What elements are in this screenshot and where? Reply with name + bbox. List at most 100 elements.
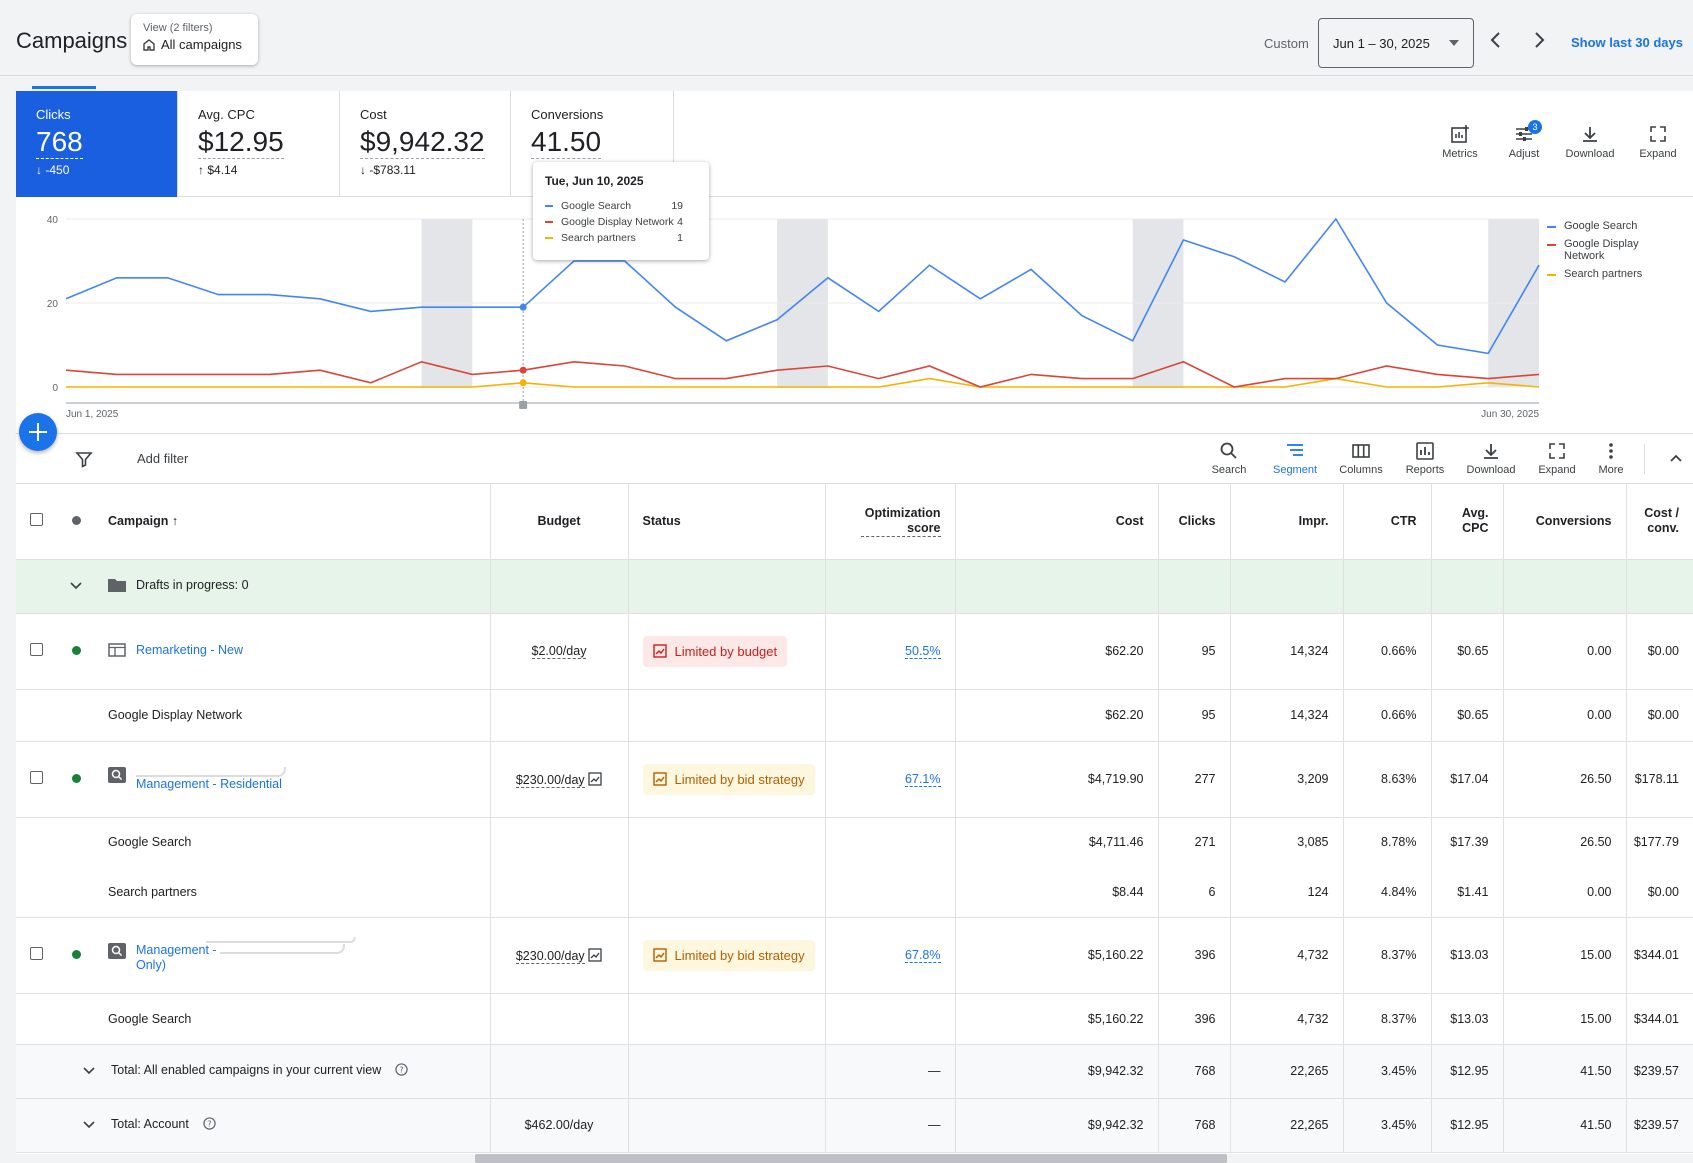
download-icon — [1484, 444, 1498, 459]
total-score: — — [825, 1044, 956, 1099]
column-header-impr[interactable]: Impr. — [1230, 484, 1344, 560]
column-header-ctr[interactable]: CTR — [1343, 484, 1432, 560]
table-row: Management - Only) $230.00/day Limited b… — [16, 917, 1693, 994]
budget-chart-icon[interactable] — [588, 947, 602, 962]
chevron-up-icon[interactable] — [1667, 450, 1685, 468]
metric-card-cost[interactable]: Cost $9,942.32 ↓ -$783.11 — [340, 91, 511, 197]
total-score: — — [825, 1098, 956, 1153]
adjust-button[interactable]: 3 Adjust — [1492, 120, 1556, 160]
table-row: Management - Residential $230.00/day Lim… — [16, 741, 1693, 818]
column-header-cost[interactable]: Cost — [955, 484, 1158, 560]
metric-card-clicks[interactable]: Clicks 768 ↓ -450 — [16, 91, 178, 197]
trend-chart-icon — [652, 772, 667, 786]
enabled-status-dot[interactable] — [71, 646, 81, 655]
cell-conversions: 26.50 — [1503, 817, 1627, 867]
status-badge[interactable]: Limited by budget — [642, 635, 788, 667]
campaign-name-link-cont[interactable]: Only) — [136, 958, 166, 972]
redacted-text — [220, 944, 346, 954]
tooltip-row: Google Search 19 — [545, 198, 697, 214]
cell-conversions: 0.00 — [1503, 867, 1627, 918]
segment-row: Search partners $8.44 6 124 4.84% $1.41 … — [16, 867, 1693, 918]
enabled-status-dot[interactable] — [71, 950, 81, 959]
enabled-status-dot[interactable] — [71, 774, 81, 783]
help-icon[interactable]: ? — [395, 1063, 408, 1076]
page-header: Campaigns View (2 filters) All campaigns… — [0, 0, 1693, 76]
search-icon — [1220, 442, 1237, 459]
filter-bar — [16, 434, 1693, 484]
metric-card-avg-cpc[interactable]: Avg. CPC $12.95 ↑ $4.14 — [178, 91, 340, 197]
legend-item[interactable]: Google Display Network — [1547, 238, 1657, 262]
metric-card-conversions[interactable]: Conversions 41.50 — [511, 91, 674, 197]
cell-clicks: 271 — [1157, 817, 1231, 867]
columns-button[interactable]: Columns — [1331, 441, 1391, 476]
search-button[interactable]: Search — [1199, 441, 1259, 476]
help-icon[interactable]: ? — [203, 1117, 216, 1130]
budget-value[interactable]: $230.00/day — [515, 772, 585, 788]
column-header-cost-per-conv[interactable]: Cost / conv. — [1626, 484, 1693, 560]
campaign-name-link[interactable]: Management - Residential — [136, 777, 282, 791]
budget-chart-icon[interactable] — [588, 771, 602, 786]
optimization-score-link[interactable]: 67.8% — [905, 948, 941, 963]
more-button[interactable]: More — [1581, 441, 1641, 476]
cell-impr: 4,732 — [1230, 993, 1344, 1045]
cell-impr: 14,324 — [1230, 689, 1344, 742]
column-header-conversions[interactable]: Conversions — [1503, 484, 1627, 560]
cell-clicks: 6 — [1157, 867, 1231, 918]
redacted-text — [206, 937, 356, 943]
tooltip-row: Search partners 1 — [545, 230, 697, 246]
column-header-clicks[interactable]: Clicks — [1157, 484, 1231, 560]
download-chart-button[interactable]: Download — [1558, 124, 1622, 160]
view-name: All campaigns — [161, 37, 242, 52]
filter-icon[interactable] — [75, 450, 93, 468]
select-all-checkbox[interactable] — [29, 513, 43, 527]
column-header-optimization-score[interactable]: Optimization score — [825, 484, 956, 560]
column-header-campaign[interactable]: Campaign ↑ — [96, 484, 491, 560]
column-header-status[interactable]: Status — [628, 484, 826, 560]
status-badge[interactable]: Limited by bid strategy — [642, 763, 815, 795]
create-button[interactable] — [19, 413, 57, 451]
total-label: Total: All enabled campaigns in your cur… — [111, 1062, 382, 1077]
optimization-score-link[interactable]: 67.1% — [905, 772, 941, 787]
cell-cost: $4,719.90 — [955, 741, 1158, 818]
legend-item[interactable]: Google Search — [1547, 220, 1657, 232]
add-filter-button[interactable]: Add filter — [137, 451, 189, 466]
row-checkbox[interactable] — [29, 947, 43, 960]
status-filter-dot[interactable] — [71, 516, 81, 526]
chevron-right-icon[interactable] — [1527, 28, 1551, 52]
chevron-down-icon[interactable] — [81, 1062, 97, 1078]
chevron-left-icon[interactable] — [1484, 28, 1508, 52]
status-badge[interactable]: Limited by bid strategy — [642, 939, 815, 971]
legend-item[interactable]: Search partners — [1547, 268, 1657, 280]
budget-value[interactable]: $2.00/day — [531, 644, 587, 659]
total-budget: $462.00/day — [489, 1098, 629, 1153]
view-selector[interactable]: View (2 filters) All campaigns — [131, 14, 258, 65]
cell-cost-per-conv: $239.57 — [1626, 1044, 1693, 1099]
campaigns-table: Campaign ↑ Budget Status Optimization sc… — [16, 484, 1693, 1154]
optimization-score-link[interactable]: 50.5% — [905, 644, 941, 659]
expand-chart-button[interactable]: Expand — [1626, 124, 1690, 160]
series-line-google-search — [65, 217, 1540, 355]
column-header-budget[interactable]: Budget — [490, 484, 629, 560]
budget-value[interactable]: $230.00/day — [515, 948, 585, 964]
chevron-down-icon[interactable] — [68, 577, 84, 593]
campaign-name-link[interactable]: Remarketing - New — [136, 642, 243, 657]
metric-delta: ↓ -450 — [36, 163, 70, 177]
show-last-30-days-link[interactable]: Show last 30 days — [1571, 35, 1683, 50]
reports-button[interactable]: Reports — [1395, 441, 1455, 476]
row-checkbox[interactable] — [29, 643, 43, 656]
trend-chart-icon — [652, 644, 667, 658]
row-checkbox[interactable] — [29, 771, 43, 784]
date-range-picker[interactable]: Jun 1 – 30, 2025 — [1318, 18, 1474, 68]
metrics-button[interactable]: Metrics — [1428, 124, 1492, 160]
campaign-name-link[interactable]: Management - — [136, 943, 217, 957]
column-header-avg-cpc[interactable]: Avg. CPC — [1431, 484, 1504, 560]
cell-cost-per-conv: $239.57 — [1626, 1098, 1693, 1153]
segment-button[interactable]: Segment — [1265, 441, 1325, 476]
cell-impr: 14,324 — [1230, 613, 1344, 690]
date-range-value: Jun 1 – 30, 2025 — [1333, 36, 1430, 51]
chevron-down-icon[interactable] — [81, 1116, 97, 1132]
drafts-label: Drafts in progress: 0 — [136, 577, 249, 592]
download-table-button[interactable]: Download — [1461, 441, 1521, 476]
expand-table-button[interactable]: Expand — [1527, 441, 1587, 476]
horizontal-scrollbar[interactable] — [475, 1154, 1227, 1163]
